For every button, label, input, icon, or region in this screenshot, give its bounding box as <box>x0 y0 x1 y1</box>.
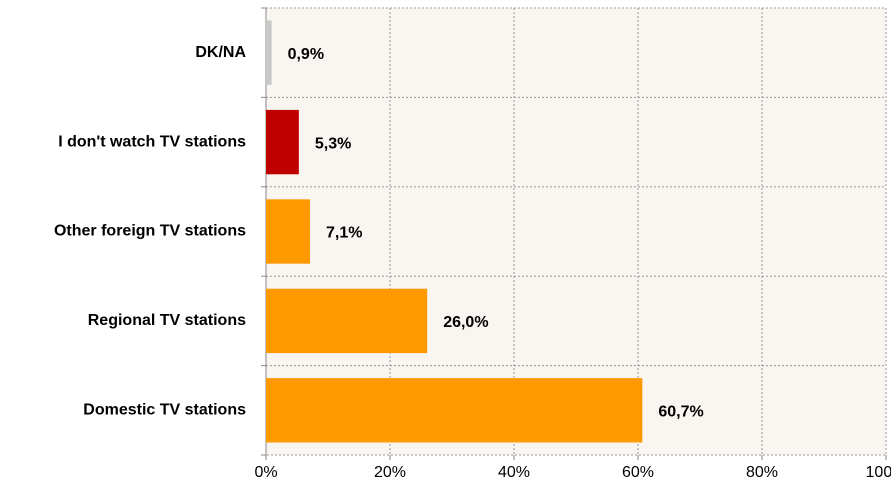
x-tick-label: 80% <box>746 464 778 481</box>
category-label: DK/NA <box>195 44 246 61</box>
bar <box>266 199 311 264</box>
x-tick-label: 40% <box>498 464 530 481</box>
value-label: 60,7% <box>658 404 703 421</box>
x-tick-label: 60% <box>622 464 654 481</box>
bar <box>266 288 428 354</box>
category-label: I don't watch TV stations <box>58 133 246 150</box>
bar <box>266 378 643 443</box>
bar <box>266 20 272 85</box>
category-label: Domestic TV stations <box>83 402 246 419</box>
bar <box>266 109 299 175</box>
x-tick-label: 0% <box>254 464 277 481</box>
x-tick-label: 100% <box>866 464 891 481</box>
value-label: 26,0% <box>443 314 488 331</box>
category-label: Regional TV stations <box>88 312 246 329</box>
x-tick-label: 20% <box>374 464 406 481</box>
value-label: 7,1% <box>326 225 362 242</box>
value-label: 0,9% <box>288 46 324 63</box>
value-label: 5,3% <box>315 135 351 152</box>
category-label: Other foreign TV stations <box>54 223 246 240</box>
